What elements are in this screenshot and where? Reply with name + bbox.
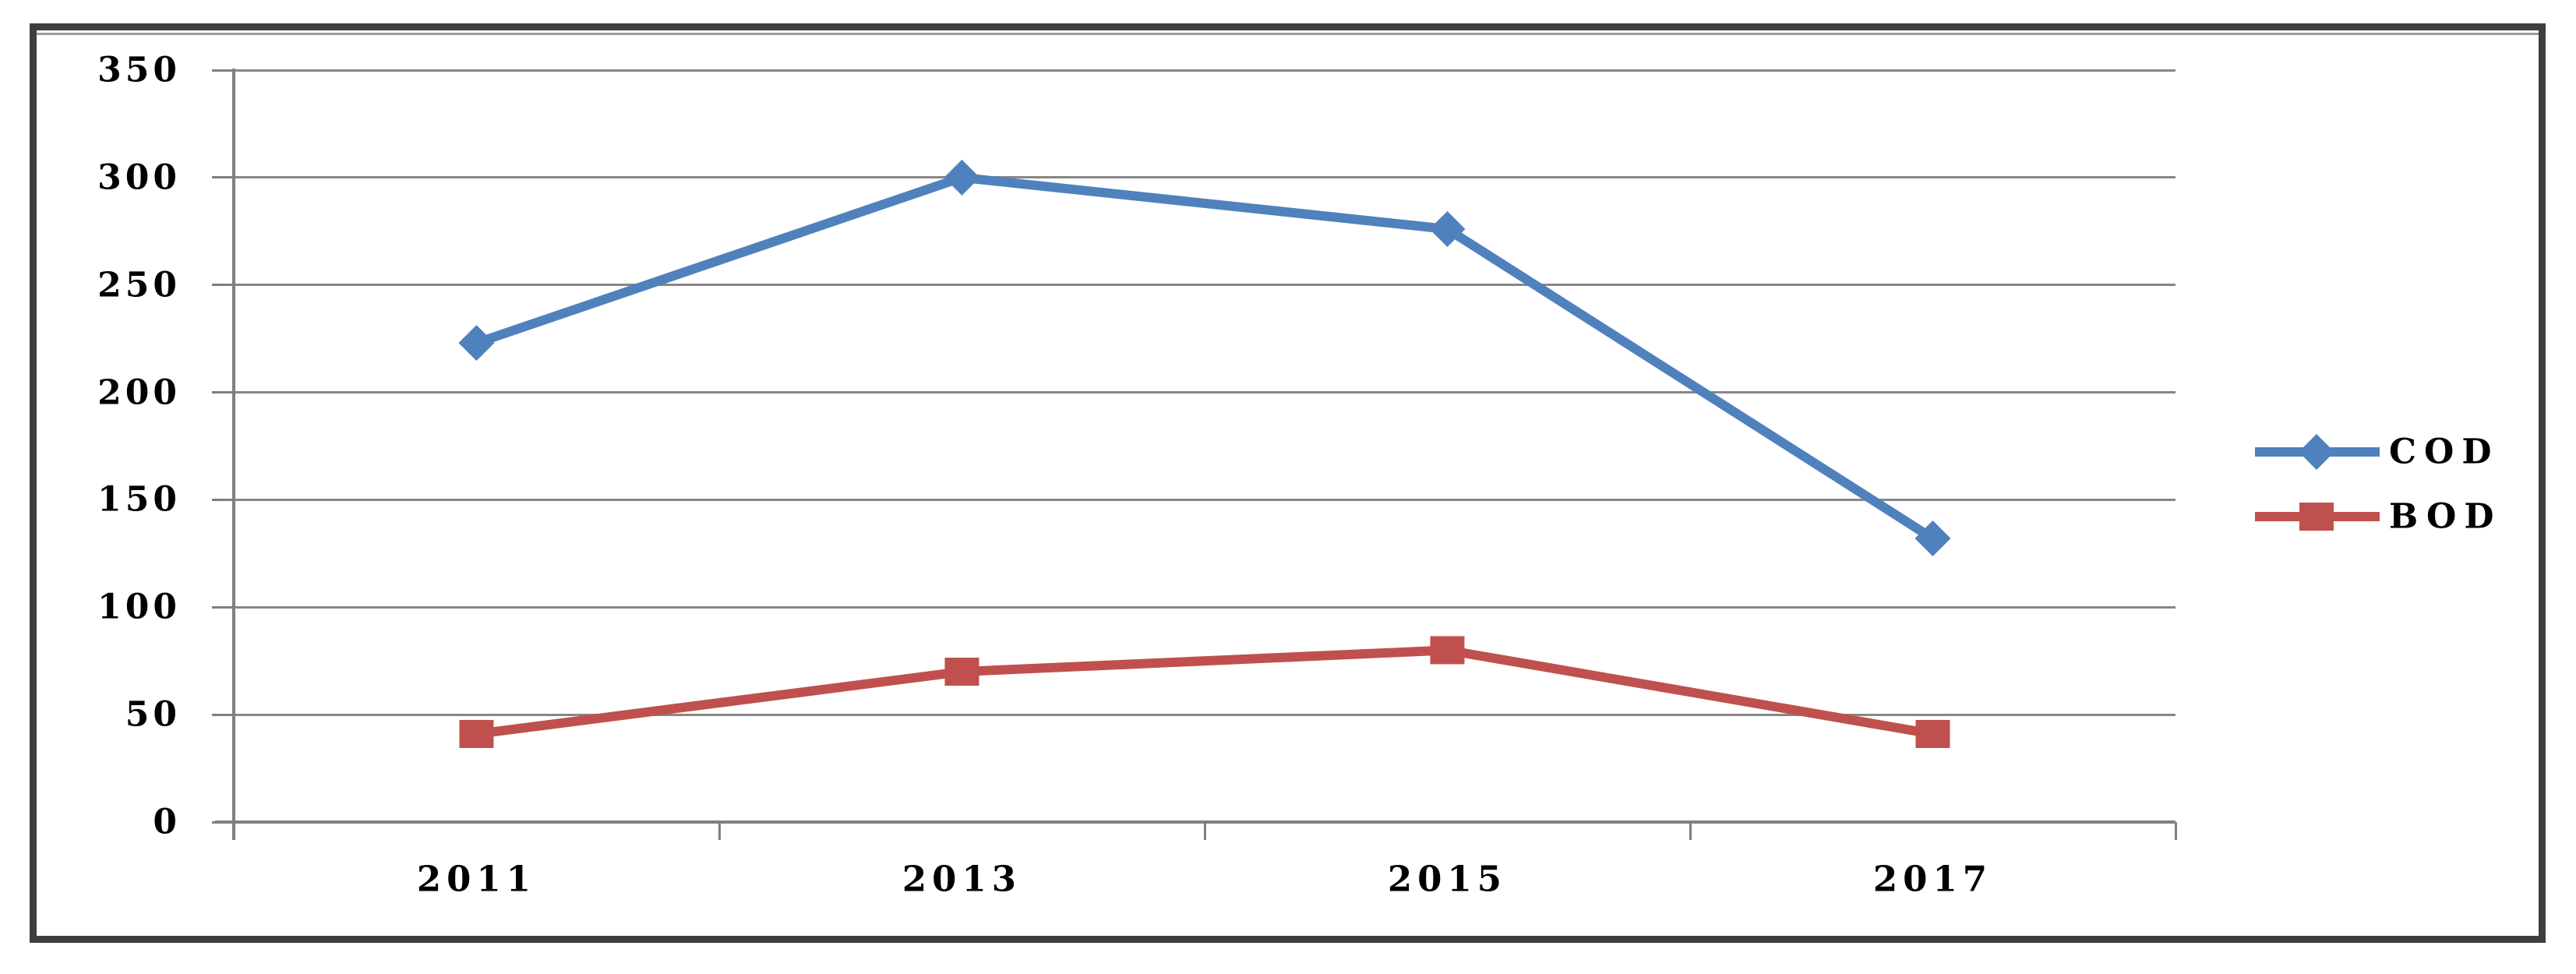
legend-bod-square-marker <box>2299 503 2334 531</box>
x-tick-label-2013: 2013 <box>902 858 1022 900</box>
series-line-cod <box>471 172 1938 544</box>
gridline-y-100 <box>234 605 2175 609</box>
y-tick-50 <box>212 713 232 716</box>
y-tick-0 <box>212 820 232 824</box>
series-bod-pt1-square-marker <box>944 658 979 686</box>
gridline-y-300 <box>234 176 2175 179</box>
y-tick-label-100: 100 <box>97 587 181 627</box>
x-axis <box>215 820 2175 824</box>
series-bod-pt3-square-marker <box>1915 719 1950 748</box>
y-tick-100 <box>212 605 232 609</box>
x-tick-1 <box>718 822 721 840</box>
x-tick-4 <box>2174 822 2177 840</box>
x-tick-2 <box>1203 822 1206 840</box>
y-tick-150 <box>212 498 232 501</box>
series-bod-pt2-square-marker <box>1430 636 1465 665</box>
figure-border <box>30 23 2546 943</box>
y-tick-label-50: 50 <box>125 694 181 735</box>
y-tick-label-0: 0 <box>153 802 181 842</box>
series-bod-pt0-square-marker <box>459 719 494 748</box>
x-tick-label-2015: 2015 <box>1387 858 1508 900</box>
y-tick-250 <box>212 284 232 287</box>
series-line-bod <box>471 645 1938 739</box>
y-tick-label-350: 350 <box>97 50 181 90</box>
x-tick-label-2011: 2011 <box>416 858 537 900</box>
legend-cod-diamond-marker <box>2299 434 2334 470</box>
gridline-y-200 <box>234 391 2175 394</box>
y-axis <box>232 69 235 840</box>
series-cod-pt0-diamond-marker <box>458 325 495 362</box>
y-tick-label-200: 200 <box>97 372 181 413</box>
legend-label-bod: BOD <box>2389 496 2502 537</box>
x-tick-label-2017: 2017 <box>1872 858 1993 900</box>
y-tick-350 <box>212 69 232 72</box>
y-tick-300 <box>212 176 232 179</box>
frame-inner-top-line <box>37 33 2539 35</box>
y-tick-label-150: 150 <box>97 479 181 520</box>
y-tick-200 <box>212 391 232 394</box>
gridline-y-150 <box>234 498 2175 501</box>
y-tick-label-300: 300 <box>97 157 181 198</box>
legend-label-cod: COD <box>2389 432 2500 472</box>
series-cod-pt3-diamond-marker <box>1914 521 1951 557</box>
y-tick-label-250: 250 <box>97 265 181 305</box>
series-cod-pt2-diamond-marker <box>1429 211 1466 248</box>
gridline-y-350 <box>234 69 2175 72</box>
gridline-y-50 <box>234 713 2175 716</box>
gridline-y-250 <box>234 284 2175 287</box>
series-cod-pt1-diamond-marker <box>944 159 980 196</box>
x-tick-3 <box>1689 822 1692 840</box>
